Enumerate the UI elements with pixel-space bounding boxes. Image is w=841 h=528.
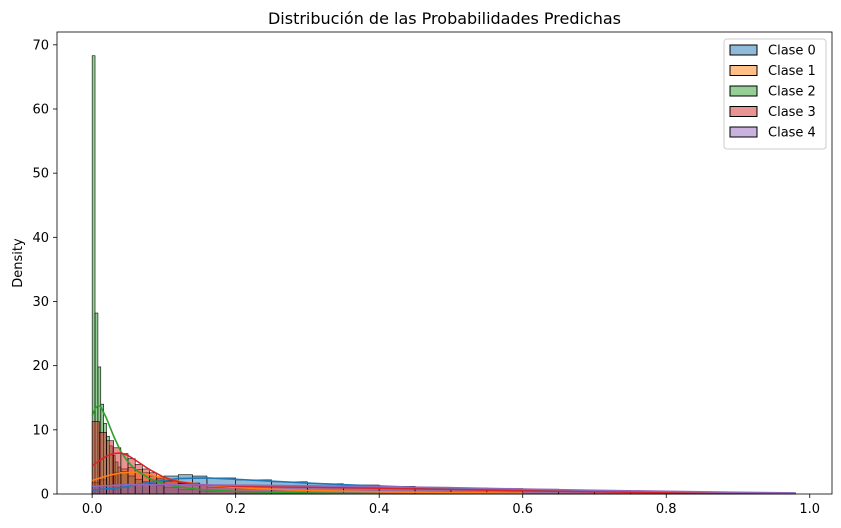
clase-3-legend-swatch — [729, 106, 758, 117]
y-tick-label: 0 — [41, 488, 49, 503]
clase-2-kde-line — [91, 404, 380, 495]
clase-1-legend-label: Clase 1 — [768, 64, 816, 79]
y-axis-label: Density — [11, 238, 26, 288]
x-tick-label: 0.6 — [512, 502, 533, 517]
x-tick-label: 1.0 — [799, 502, 820, 517]
histogram-bars — [91, 55, 796, 495]
x-tick-label: 0.8 — [656, 502, 677, 517]
y-tick-label: 40 — [32, 231, 49, 246]
y-tick-label: 50 — [32, 167, 49, 182]
clase-3-bar-1 — [99, 432, 107, 495]
x-tick-label: 0.0 — [82, 502, 103, 517]
plot-frame — [56, 31, 833, 495]
x-tick-label: 0.4 — [369, 502, 390, 517]
clase-3-kde-line — [91, 452, 739, 495]
y-tick-label: 60 — [32, 103, 49, 118]
clase-4-bar-4 — [149, 484, 165, 495]
clase-3-legend-label: Clase 3 — [768, 105, 816, 120]
y-tick-label: 30 — [32, 295, 49, 310]
clase-4-kde-line — [92, 483, 796, 494]
x-axis-ticks: 0.0 0.2 0.4 0.6 0.8 1.0 — [82, 494, 820, 517]
clase-2-legend-swatch — [729, 85, 758, 97]
y-axis-ticks: 0 10 20 30 40 50 60 70 — [32, 38, 57, 503]
chart-title: Distribución de las Probabilidades Predi… — [268, 9, 621, 28]
legend: Clase 0 Clase 1 Clase 2 Clase 3 Clase 4 — [723, 38, 827, 150]
x-tick-label: 0.2 — [225, 502, 246, 517]
y-tick-label: 70 — [32, 38, 49, 53]
clase-4-legend-swatch — [729, 126, 758, 138]
clase-1-legend-swatch — [729, 65, 758, 76]
clase-0-legend-label: Clase 0 — [768, 44, 816, 59]
clase-4-bar-3 — [134, 484, 150, 495]
y-tick-label: 10 — [32, 423, 49, 438]
clase-2-legend-label: Clase 2 — [768, 85, 816, 100]
clase-0-legend-swatch — [729, 44, 758, 56]
kde-curves — [91, 404, 796, 495]
y-tick-label: 20 — [32, 359, 49, 374]
clase-4-legend-label: Clase 4 — [768, 126, 816, 141]
clase-3-bar-0 — [91, 421, 100, 495]
